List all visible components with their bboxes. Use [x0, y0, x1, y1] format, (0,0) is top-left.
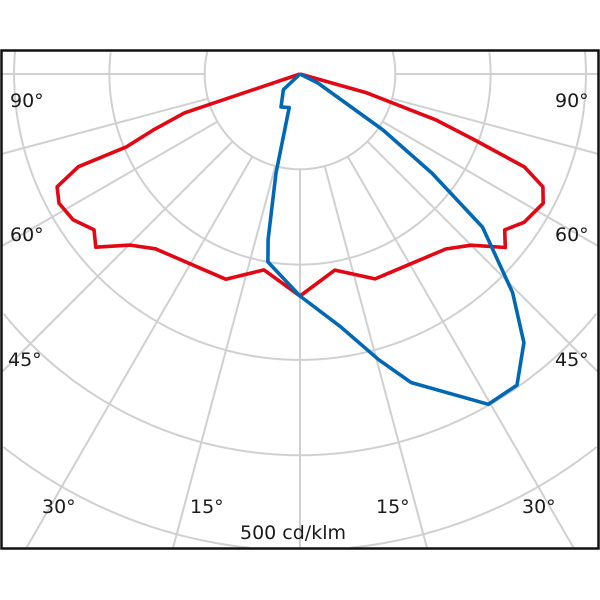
angle-label-right-60: 60°	[555, 224, 589, 246]
angle-label-left-15: 15°	[190, 496, 224, 518]
angle-label-right-45: 45°	[555, 349, 589, 371]
grid-radial-line	[1, 140, 234, 373]
grid-radial-line	[391, 97, 599, 155]
series-group	[55, 72, 546, 407]
angle-label-left-45: 45°	[8, 349, 42, 371]
grid-ring	[391, 51, 397, 74]
polar-grid	[1, 51, 599, 549]
grid-radial-line	[346, 156, 575, 549]
grid-ring	[108, 52, 492, 266]
angle-label-right-15: 15°	[376, 496, 410, 518]
angle-label-left-30: 30°	[42, 496, 76, 518]
angle-label-right-30: 30°	[522, 496, 556, 518]
grid-ring	[203, 51, 397, 171]
grid-ring	[488, 52, 492, 74]
angle-label-left-60: 60°	[10, 224, 44, 246]
grid-radial-line	[366, 140, 599, 373]
grid-radial-line	[1, 120, 218, 247]
scale-unit-label: 500 cd/klm	[240, 522, 347, 544]
angle-label-left-90: 90°	[10, 90, 44, 112]
grid-ring	[584, 51, 587, 74]
grid-ring	[349, 446, 598, 549]
grid-radial-line	[172, 165, 277, 549]
grid-radial-line	[25, 156, 254, 549]
grid-radial-line	[382, 120, 599, 247]
grid-ring	[2, 446, 251, 549]
grid-ring	[13, 51, 587, 361]
chart-frame	[0, 49, 600, 550]
series-curve-2	[266, 72, 526, 407]
grid-radial-line	[1, 97, 209, 155]
angle-label-right-90: 90°	[555, 90, 589, 112]
